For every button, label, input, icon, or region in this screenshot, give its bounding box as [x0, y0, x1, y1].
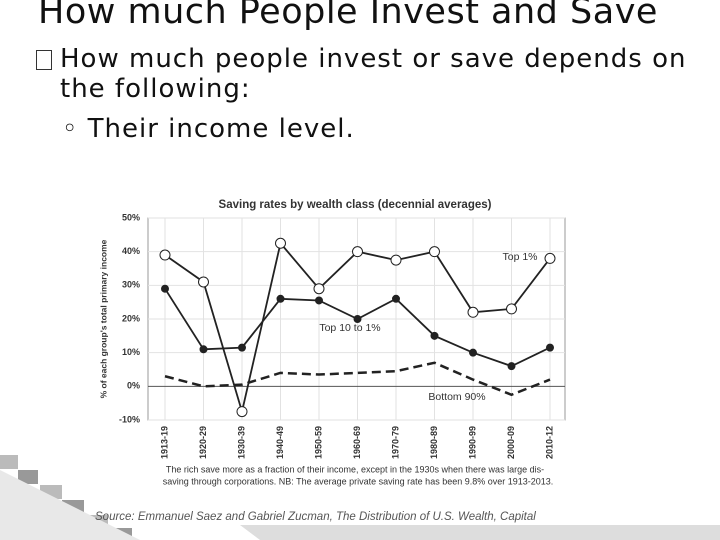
point	[507, 362, 516, 371]
point	[275, 237, 286, 249]
decoration	[0, 455, 720, 540]
point	[315, 296, 323, 305]
bullet-text: How much people invest or save depends o…	[60, 44, 687, 104]
x-tick-label: 1920-29	[198, 426, 208, 459]
point	[159, 249, 171, 261]
point	[276, 294, 285, 303]
x-tick-label: 2010-12	[544, 426, 554, 459]
source: Source: Emmanuel Saez and Gabriel Zucman…	[95, 511, 536, 523]
point	[313, 283, 325, 295]
point	[353, 315, 362, 323]
point	[469, 348, 477, 357]
y-tick-label: 50%	[122, 212, 140, 222]
slide-title: How much People Invest and Save	[38, 0, 658, 32]
point	[161, 284, 169, 293]
y-tick-label: 20%	[122, 313, 140, 323]
y-axis-label: % of each group's total primary income	[98, 239, 108, 398]
x-tick-label: 1950-59	[313, 426, 323, 459]
point	[430, 331, 439, 340]
x-tick-label: 1960-69	[352, 426, 362, 459]
x-tick-label: 1913-19	[159, 426, 169, 459]
series-label: Top 1%	[502, 251, 537, 263]
x-tick-label: 1930-39	[236, 426, 246, 459]
x-tick-label: 1990-99	[467, 426, 477, 459]
point	[506, 303, 517, 315]
y-tick-label: 40%	[122, 246, 140, 256]
point	[544, 252, 556, 264]
series-line	[164, 361, 551, 397]
point	[198, 276, 209, 288]
point	[429, 246, 440, 258]
y-tick-label: 30%	[122, 280, 140, 290]
point	[467, 306, 479, 318]
point	[352, 246, 363, 258]
point	[546, 343, 554, 352]
point	[392, 294, 400, 303]
series-label: Top 10 to 1%	[319, 322, 380, 334]
point	[236, 406, 248, 418]
x-tick-label: 1980-89	[429, 426, 439, 459]
chart-title: Saving rates by wealth class (decennial …	[219, 199, 492, 211]
x-tick-label: 1940-49	[275, 426, 285, 459]
x-tick-label: 1970-79	[390, 426, 400, 459]
series-label: Bottom 90%	[428, 391, 485, 403]
point	[238, 343, 246, 352]
point	[390, 254, 402, 266]
y-tick-label: -10%	[119, 414, 140, 424]
y-tick-label: 0%	[127, 381, 140, 391]
bullet-marker	[36, 50, 52, 70]
y-tick-label: 10%	[122, 347, 140, 357]
x-tick-label: 2000-09	[506, 426, 516, 459]
caption: The rich save more as a fraction of thei…	[166, 464, 544, 474]
sub-bullet-text: Their income level.	[87, 114, 355, 144]
sub-bullet: ◦ Their income level.	[62, 114, 355, 144]
caption: saving through corporations. NB: The ave…	[163, 476, 554, 486]
point	[199, 345, 208, 354]
